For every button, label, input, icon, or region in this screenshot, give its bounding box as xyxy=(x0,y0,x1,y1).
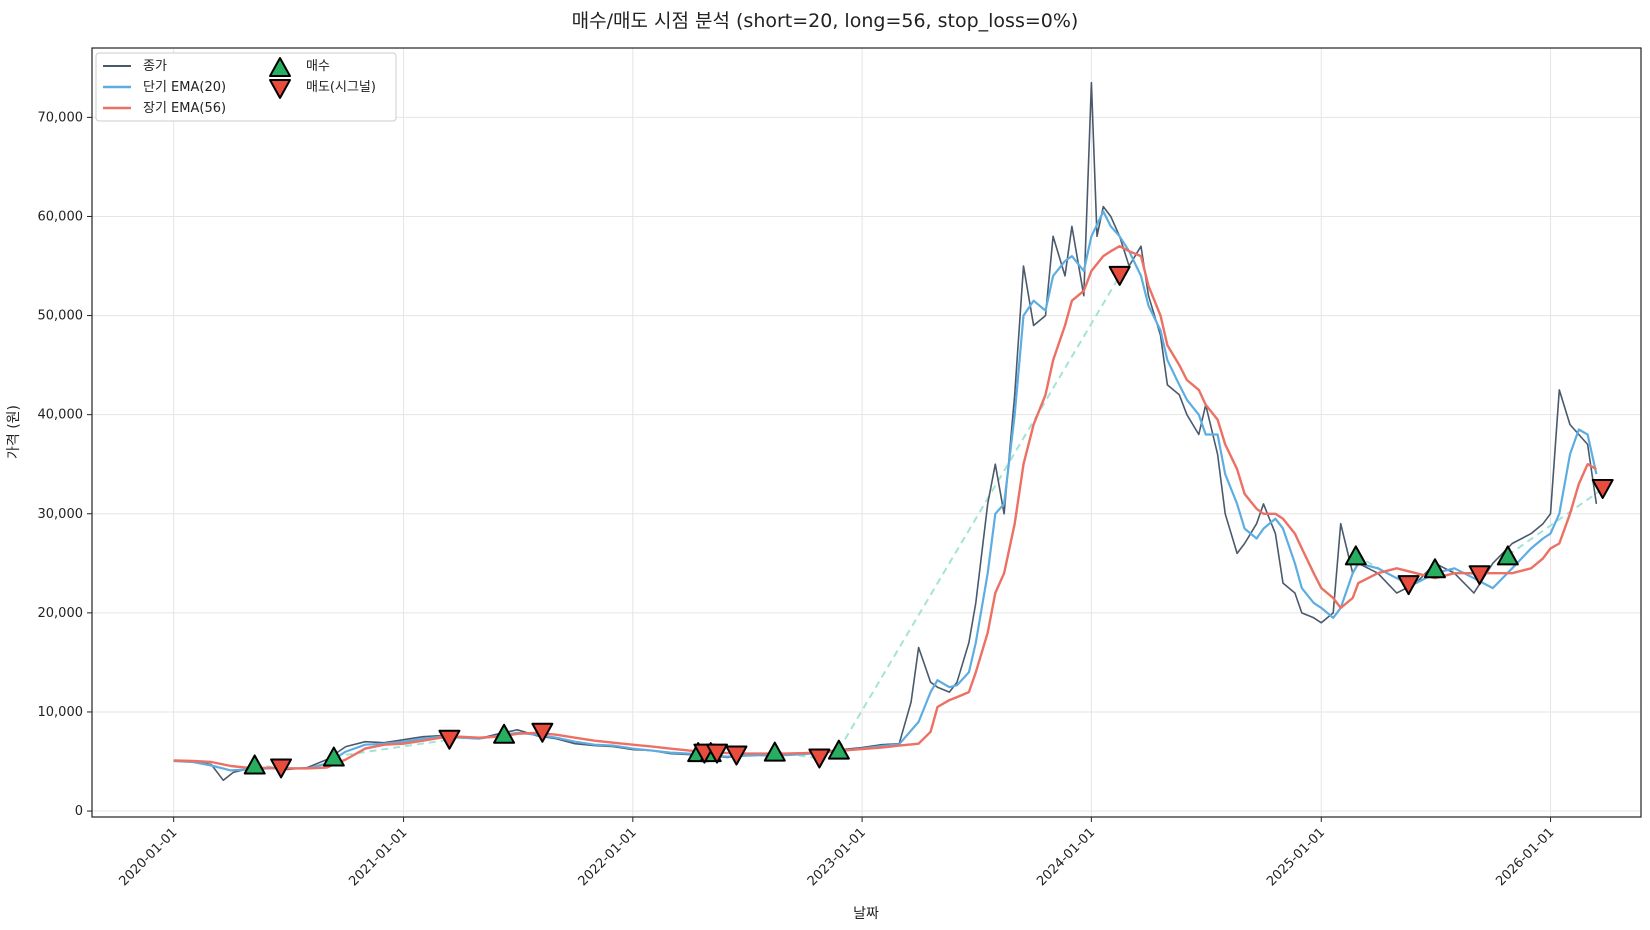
ema-short-line xyxy=(173,210,1598,772)
y-axis-ticks: 0 10,000 20,000 30,000 40,000 50,000 60,000 70,… xyxy=(38,110,92,819)
y-tick-label: 10,000 xyxy=(38,705,84,720)
x-tick-label: 2020-01-01 xyxy=(116,825,180,889)
x-tick-label: 2022-01-01 xyxy=(576,825,640,889)
x-tick-label: 2025-01-01 xyxy=(1264,825,1328,889)
trade-link xyxy=(774,750,820,760)
plot-frame xyxy=(91,47,1642,818)
x-tick-label: 2024-01-01 xyxy=(1034,825,1098,889)
buy-marker xyxy=(763,741,786,762)
y-tick-label: 0 xyxy=(75,804,83,819)
sell-marker xyxy=(1591,478,1614,499)
buy-marker xyxy=(1423,558,1446,579)
y-tick-label: 50,000 xyxy=(38,309,84,324)
y-tick-label: 60,000 xyxy=(38,209,84,224)
sell-marker xyxy=(1108,265,1131,286)
trade-link xyxy=(333,738,450,758)
sell-marker xyxy=(725,745,748,766)
y-tick-label: 30,000 xyxy=(38,507,84,522)
signal-markers xyxy=(243,265,1614,779)
legend-frame xyxy=(95,52,397,122)
x-axis-ticks: 2020-01-01 2021-01-01 2022-01-01 2023-01-01… xyxy=(116,817,1557,889)
price-lines xyxy=(173,81,1598,782)
sell-marker xyxy=(531,722,554,743)
legend-buy-marker xyxy=(269,57,291,77)
buy-marker xyxy=(1496,545,1519,566)
legend-sell-marker xyxy=(269,79,291,99)
buy-marker xyxy=(493,723,516,744)
x-axis-label: 날짜 xyxy=(853,906,879,922)
chart-title: 매수/매도 시점 분석 (short=20, long=56, stop_los… xyxy=(572,10,1079,32)
sell-marker xyxy=(438,729,461,750)
sell-marker xyxy=(1397,575,1420,596)
buy-marker xyxy=(322,746,345,767)
sell-marker xyxy=(1468,565,1491,586)
y-tick-label: 40,000 xyxy=(38,408,84,423)
sell-marker xyxy=(706,743,729,764)
buy-marker xyxy=(243,754,266,775)
legend-ema-long-label: 장기 EMA(56) xyxy=(143,101,226,116)
ema-long-line xyxy=(173,244,1597,770)
x-tick-label: 2026-01-01 xyxy=(1493,825,1557,889)
sell-marker xyxy=(808,748,831,769)
x-tick-label: 2021-01-01 xyxy=(346,825,410,889)
y-tick-label: 20,000 xyxy=(38,606,84,621)
legend-sell-label: 매도(시그널) xyxy=(306,80,376,95)
grid-lines xyxy=(92,48,1641,817)
x-tick-label: 2023-01-01 xyxy=(805,825,869,889)
buy-marker xyxy=(827,739,850,760)
legend-buy-label: 매수 xyxy=(306,59,330,74)
buy-marker xyxy=(1344,545,1367,566)
y-axis-label: 가격 (원) xyxy=(6,405,22,459)
trade-link xyxy=(838,275,1121,751)
legend-ema-short-label: 단기 EMA(20) xyxy=(143,80,226,95)
trade-link xyxy=(1507,488,1604,557)
y-tick-label: 70,000 xyxy=(38,110,84,125)
close-price-line xyxy=(173,81,1598,782)
sell-marker xyxy=(270,758,293,779)
legend-close-label: 종가 xyxy=(143,59,167,74)
legend: 종가 단기 EMA(20) 장기 EMA(56) 매수 매도(시그널) xyxy=(95,52,397,122)
